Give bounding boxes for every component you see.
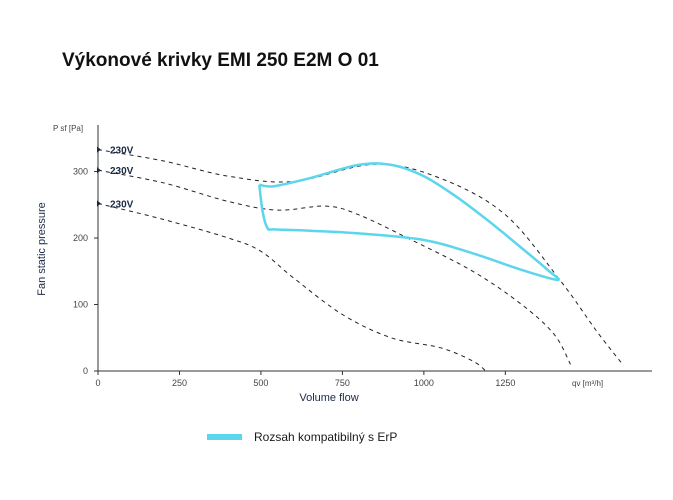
- fan-curve-2: [97, 169, 571, 365]
- x-tick-label: 1250: [495, 378, 515, 388]
- voltage-marker-3: [97, 200, 101, 207]
- fan-curve-3: [97, 203, 487, 372]
- y-tick-label: 300: [73, 167, 88, 177]
- x-unit-label: qv [m³/h]: [572, 379, 603, 388]
- axes: 0 250 500 750 1000 1250 0 100 200 300 P sf [Pa] qv …: [36, 124, 652, 404]
- legend-label-erp: Rozsah kompatibilný s ErP: [254, 430, 398, 444]
- voltage-label-1: 230V: [110, 146, 134, 157]
- y-tick-label: 200: [73, 233, 88, 243]
- y-axis-title: Fan static pressure: [36, 202, 48, 296]
- x-tick-label: 250: [172, 378, 187, 388]
- voltage-marker-2: [97, 167, 101, 174]
- labels-layer: 230V 230V 230V: [97, 146, 134, 210]
- series-layer: [97, 149, 624, 372]
- y-tick-label: 0: [83, 366, 88, 376]
- fan-curve-1: [97, 149, 624, 365]
- x-tick-label: 500: [253, 378, 268, 388]
- y-tick-label: 100: [73, 300, 88, 310]
- page-title: Výkonové krivky EMI 250 E2M O 01: [62, 50, 379, 71]
- x-tick-label: 750: [335, 378, 350, 388]
- voltage-label-3: 230V: [110, 199, 134, 210]
- x-tick-label: 0: [95, 378, 100, 388]
- x-axis-title: Volume flow: [299, 392, 358, 404]
- legend-swatch-erp: [207, 434, 242, 440]
- x-tick-label: 1000: [414, 378, 434, 388]
- voltage-marker-1: [97, 146, 101, 153]
- voltage-label-2: 230V: [110, 166, 134, 177]
- y-unit-label: P sf [Pa]: [53, 124, 83, 133]
- erp-range-curve: [258, 162, 560, 282]
- legend: Rozsah kompatibilný s ErP: [207, 430, 397, 444]
